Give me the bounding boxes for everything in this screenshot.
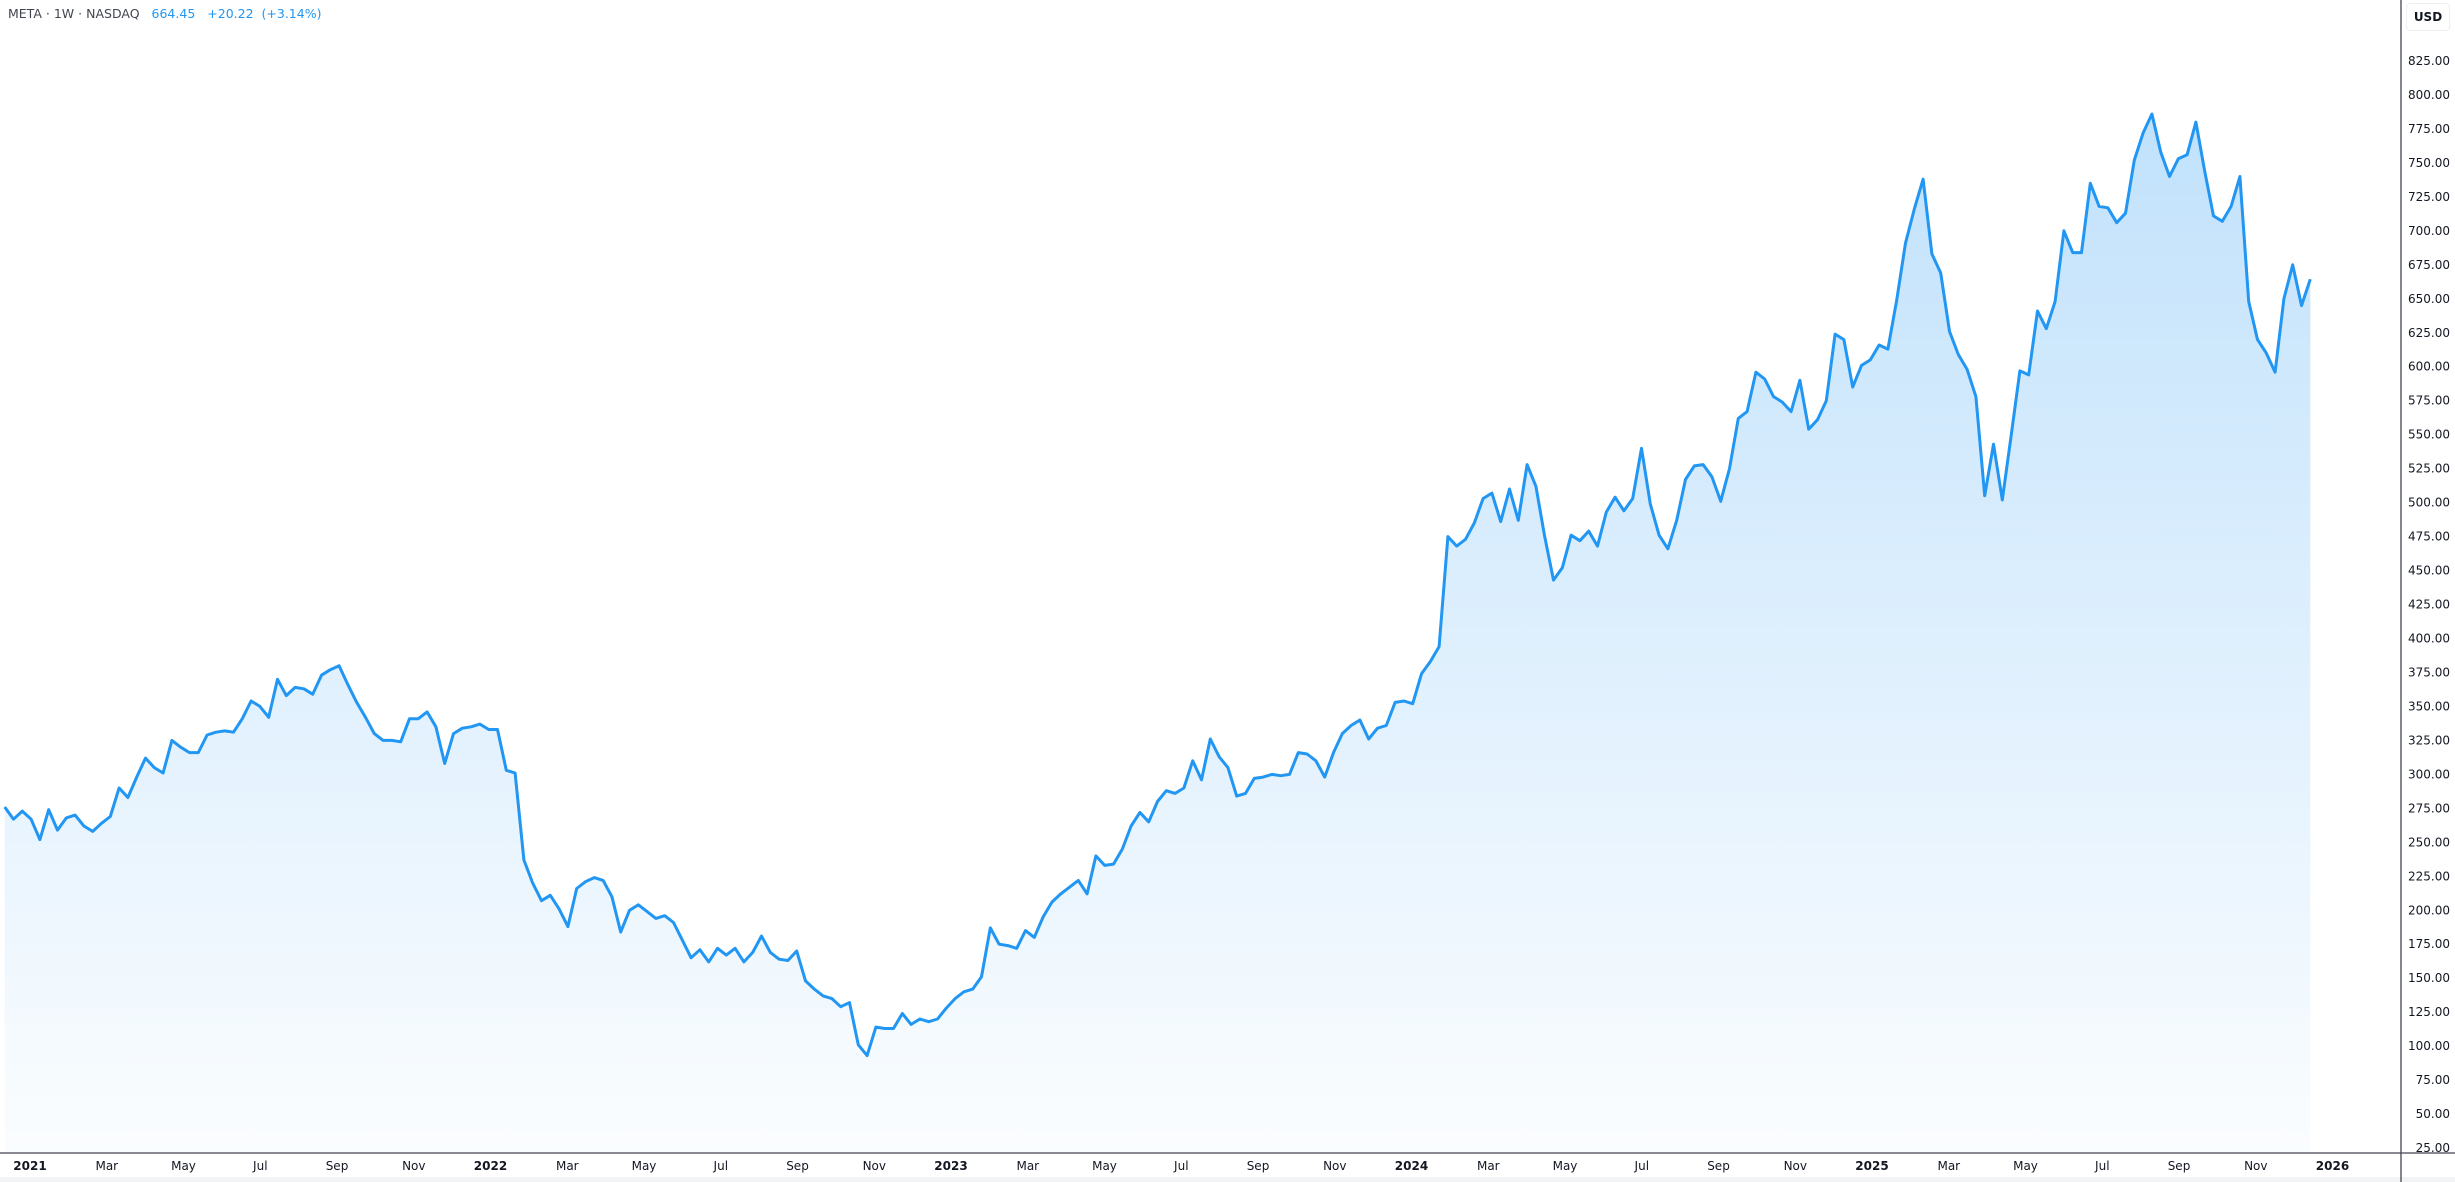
interval[interactable]: 1W	[53, 6, 75, 21]
price-tick-label: 200.00	[2408, 903, 2450, 917]
price-tick-label: 550.00	[2408, 428, 2450, 442]
price-tick-label: 325.00	[2408, 733, 2450, 747]
time-tick-label: May	[632, 1159, 657, 1173]
bottom-strip	[0, 1177, 2455, 1182]
plot-area	[3, 112, 2312, 1153]
time-axis-labels: 2021 Mar May Jul Sep Nov 2022 Mar May Jul Sep Nov 20…	[13, 1159, 2349, 1173]
price-tick-label: 175.00	[2408, 937, 2450, 951]
time-tick-label: Sep	[326, 1159, 349, 1173]
time-tick-label: Mar	[1477, 1159, 1500, 1173]
time-tick-label: 2025	[1855, 1159, 1888, 1173]
time-tick-label: 2021	[13, 1159, 46, 1173]
price-tick-label: 475.00	[2408, 530, 2450, 544]
price-tick-label: 725.00	[2408, 190, 2450, 204]
time-tick-label: May	[2013, 1159, 2038, 1173]
price-tick-label: 125.00	[2408, 1005, 2450, 1019]
time-tick-label: Mar	[1016, 1159, 1039, 1173]
price-tick-label: 500.00	[2408, 496, 2450, 510]
price-axis-labels: 825.00 800.00 775.00 750.00 725.00 700.00 675.…	[2408, 54, 2450, 1155]
exchange: NASDAQ	[86, 6, 140, 21]
price-axis[interactable]	[2401, 0, 2455, 1182]
price-tick-label: 825.00	[2408, 54, 2450, 68]
time-tick-label: Mar	[1937, 1159, 1960, 1173]
separator: ·	[45, 6, 50, 21]
time-tick-label: Jul	[1173, 1159, 1188, 1173]
price-tick-label: 275.00	[2408, 801, 2450, 815]
time-tick-label: Mar	[95, 1159, 118, 1173]
price-tick-label: 575.00	[2408, 394, 2450, 408]
separator: ·	[78, 6, 83, 21]
price-tick-label: 700.00	[2408, 224, 2450, 238]
price-tick-label: 625.00	[2408, 326, 2450, 340]
chart-legend: META · 1W · NASDAQ 664.45 +20.22 (+3.14%…	[8, 6, 321, 21]
price-tick-label: 800.00	[2408, 88, 2450, 102]
time-tick-label: Sep	[1707, 1159, 1730, 1173]
price-tick-label: 525.00	[2408, 462, 2450, 476]
time-tick-label: Mar	[556, 1159, 579, 1173]
time-tick-label: Nov	[1323, 1159, 1346, 1173]
time-tick-label: Sep	[1247, 1159, 1270, 1173]
price-tick-label: 250.00	[2408, 835, 2450, 849]
time-tick-label: May	[1553, 1159, 1578, 1173]
time-tick-label: Jul	[713, 1159, 728, 1173]
price-tick-label: 750.00	[2408, 156, 2450, 170]
price-change-percent: (+3.14%)	[261, 6, 322, 21]
time-tick-label: Nov	[863, 1159, 886, 1173]
time-tick-label: 2026	[2316, 1159, 2349, 1173]
price-tick-label: 400.00	[2408, 632, 2450, 646]
time-tick-label: Jul	[2094, 1159, 2109, 1173]
price-tick-label: 150.00	[2408, 971, 2450, 985]
time-tick-label: May	[171, 1159, 196, 1173]
price-tick-label: 675.00	[2408, 258, 2450, 272]
symbol[interactable]: META	[8, 6, 42, 21]
last-price: 664.45	[151, 6, 196, 21]
time-tick-label: Nov	[402, 1159, 425, 1173]
price-tick-label: 600.00	[2408, 360, 2450, 374]
time-tick-label: Nov	[1784, 1159, 1807, 1173]
price-tick-label: 450.00	[2408, 564, 2450, 578]
time-tick-label: 2024	[1395, 1159, 1428, 1173]
time-tick-label: Jul	[1634, 1159, 1649, 1173]
currency-button[interactable]: USD	[2406, 3, 2450, 31]
time-tick-label: May	[1092, 1159, 1117, 1173]
price-tick-label: 775.00	[2408, 122, 2450, 136]
time-tick-label: 2023	[934, 1159, 967, 1173]
price-tick-label: 25.00	[2416, 1141, 2450, 1155]
price-tick-label: 225.00	[2408, 869, 2450, 883]
price-tick-label: 50.00	[2416, 1107, 2450, 1121]
time-tick-label: Sep	[2168, 1159, 2191, 1173]
time-tick-label: 2022	[474, 1159, 507, 1173]
price-tick-label: 75.00	[2416, 1073, 2450, 1087]
price-tick-label: 350.00	[2408, 699, 2450, 713]
price-tick-label: 375.00	[2408, 666, 2450, 680]
price-change: +20.22	[207, 6, 254, 21]
price-tick-label: 300.00	[2408, 767, 2450, 781]
time-tick-label: Nov	[2244, 1159, 2267, 1173]
price-tick-label: 650.00	[2408, 292, 2450, 306]
price-tick-label: 100.00	[2408, 1039, 2450, 1053]
price-tick-label: 425.00	[2408, 598, 2450, 612]
time-tick-label: Jul	[252, 1159, 267, 1173]
area-fill	[4, 114, 2311, 1153]
time-tick-label: Sep	[786, 1159, 809, 1173]
